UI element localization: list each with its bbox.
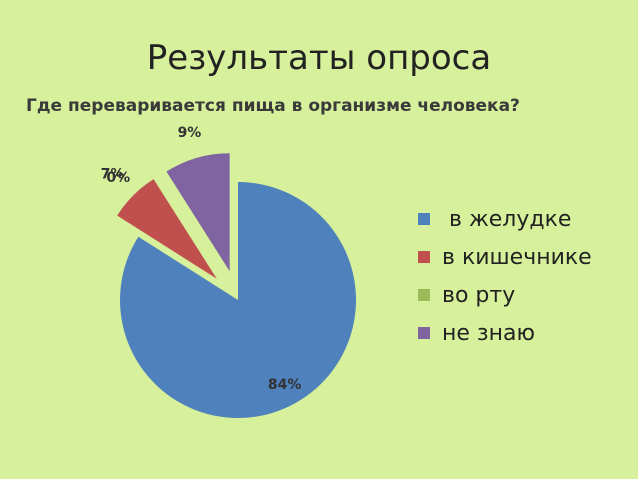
legend-item-3: не знаю bbox=[418, 314, 592, 352]
legend-label: не знаю bbox=[442, 321, 535, 346]
legend-label: в кишечнике bbox=[442, 245, 592, 270]
legend-swatch bbox=[418, 289, 430, 301]
legend-item-1: в кишечнике bbox=[418, 238, 592, 276]
legend-item-2: во рту bbox=[418, 276, 592, 314]
legend-label: во рту bbox=[442, 283, 515, 308]
data-label-0: 84% bbox=[268, 377, 302, 393]
data-label-3: 9% bbox=[178, 125, 202, 141]
legend: в желудке в кишечнике во рту не знаю bbox=[418, 200, 592, 352]
data-label-2: 0% bbox=[106, 170, 130, 186]
legend-item-0: в желудке bbox=[418, 200, 592, 238]
legend-swatch bbox=[418, 327, 430, 339]
legend-swatch bbox=[418, 213, 430, 225]
legend-swatch bbox=[418, 251, 430, 263]
legend-label: в желудке bbox=[442, 207, 571, 232]
